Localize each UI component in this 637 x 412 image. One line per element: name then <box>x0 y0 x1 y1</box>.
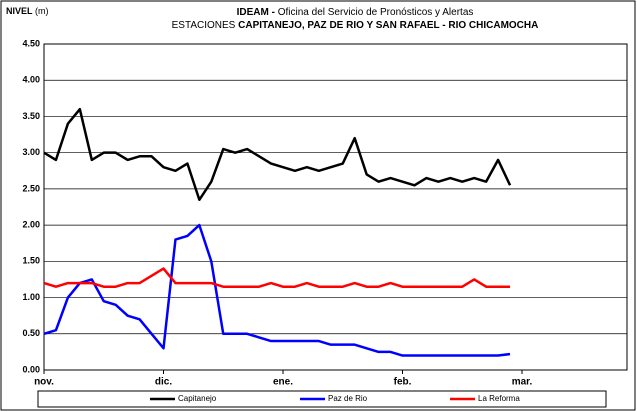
chart-subtitle: ESTACIONES CAPITANEJO, PAZ DE RIO Y SAN … <box>172 20 539 31</box>
legend-label: La Reforma <box>478 394 520 403</box>
chart-title: IDEAM - Oficina del Servicio de Pronósti… <box>237 7 474 18</box>
legend-label: Paz de Rio <box>328 394 368 403</box>
x-tick-label: dic. <box>155 377 172 388</box>
y-tick-label: 2.50 <box>22 183 40 193</box>
title-text: Oficina del Servicio de Pronósticos y Al… <box>278 7 474 18</box>
subtitle-bold: CAPITANEJO, PAZ DE RIO Y SAN RAFAEL - RI… <box>238 20 538 31</box>
y-tick-label: 4.00 <box>22 75 40 85</box>
y-label-unit: (m) <box>35 6 49 16</box>
legend-label: Capitanejo <box>178 394 217 403</box>
series-line <box>43 107 512 202</box>
y-tick-label: 3.50 <box>22 111 40 121</box>
y-label-bold: NIVEL <box>6 6 33 16</box>
title-bold: IDEAM - <box>237 7 275 18</box>
y-tick-label: 3.00 <box>22 147 40 157</box>
series-line <box>43 267 511 288</box>
y-axis-label: NIVEL (m) <box>6 6 49 16</box>
y-tick-label: 1.50 <box>22 256 40 266</box>
x-tick-label: feb. <box>394 377 412 388</box>
y-tick-label: 4.50 <box>22 38 40 48</box>
y-tick-label: 2.00 <box>22 219 40 229</box>
x-tick-label: ene. <box>273 377 293 388</box>
y-tick-label: 0.50 <box>22 328 40 338</box>
x-tick-label: nov. <box>34 377 54 388</box>
y-tick-label: 1.00 <box>22 292 40 302</box>
subtitle-text: ESTACIONES <box>172 20 236 31</box>
series-line <box>43 223 511 357</box>
y-tick-label: 0.00 <box>22 364 40 374</box>
x-tick-label: mar. <box>512 377 533 388</box>
